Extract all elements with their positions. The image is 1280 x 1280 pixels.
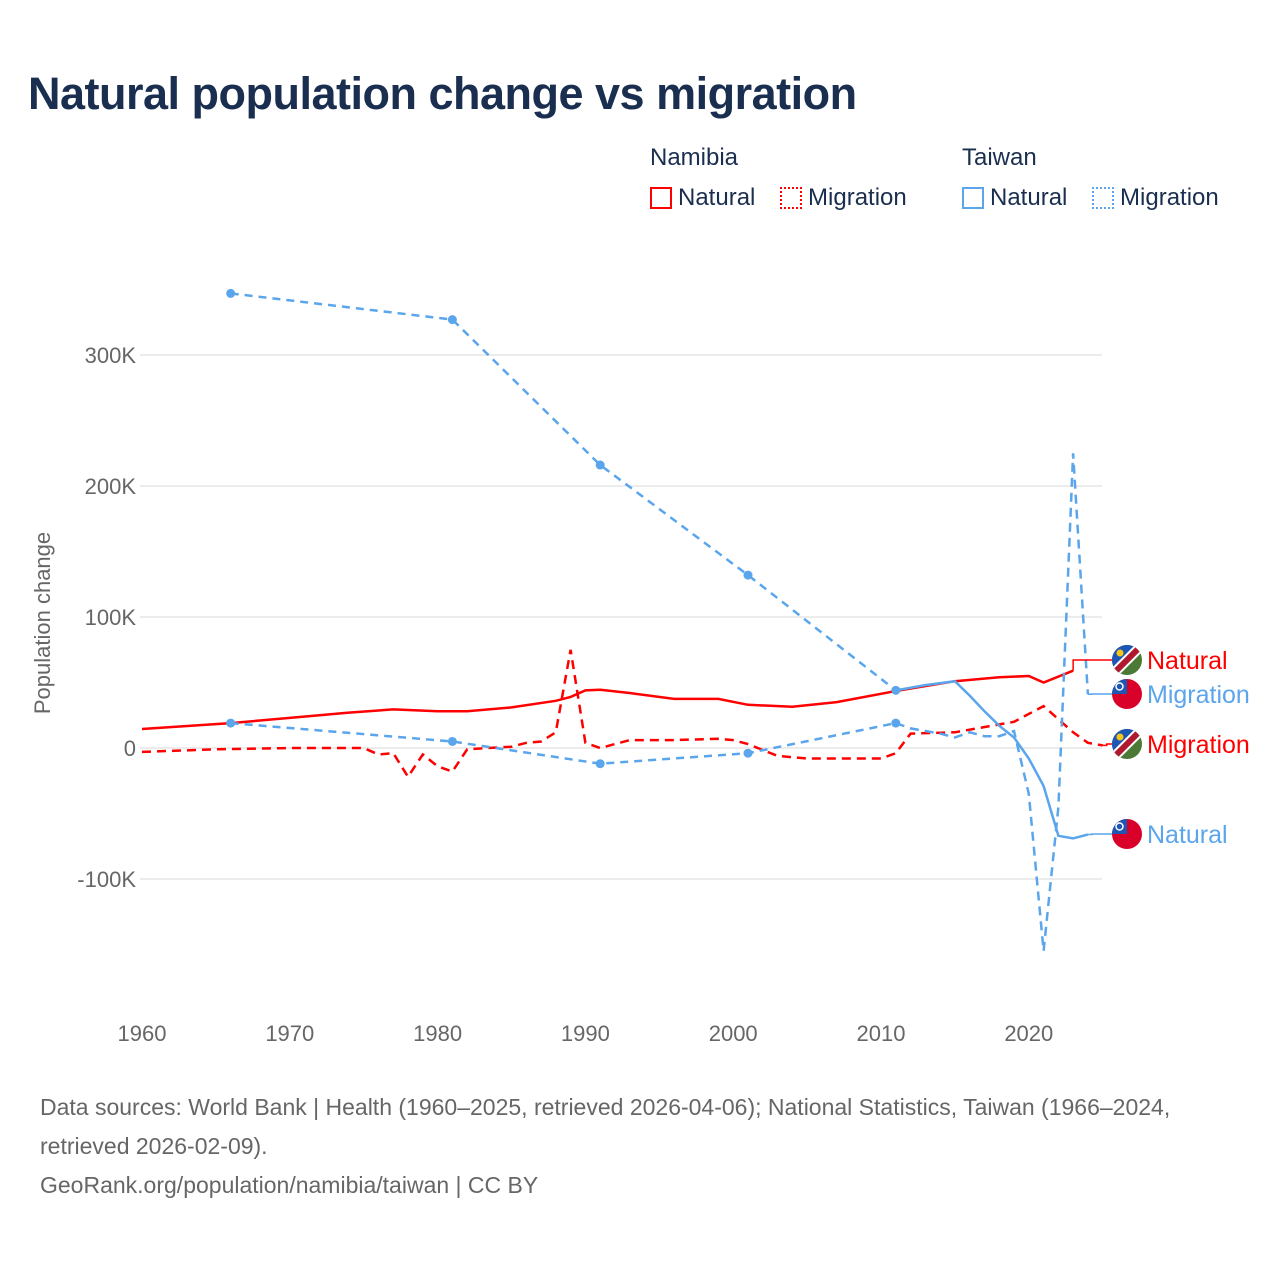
chart-plot: Population change 300K 200K 100K 0 -100K 1960… xyxy=(30,288,1250,1046)
solid-swatch-icon xyxy=(962,187,984,209)
x-tick-label: 2000 xyxy=(709,1021,758,1046)
chart-title: Natural population change vs migration xyxy=(28,68,857,119)
footer: Data sources: World Bank | Health (1960–… xyxy=(40,1088,1250,1205)
namibia-flag-icon xyxy=(1112,729,1142,759)
legend-group-namibia: Namibia Natural Migration xyxy=(650,144,925,216)
series-line-taiwan-natural xyxy=(895,679,1089,840)
end-label-namibia-migration: Migration xyxy=(1147,731,1250,759)
data-point-taiwan-migration xyxy=(447,736,457,746)
y-tick-label: 0 xyxy=(124,736,136,761)
legend-item-taiwan-migration[interactable]: Migration xyxy=(1092,184,1219,212)
data-point-taiwan-migration xyxy=(226,718,236,728)
data-point-taiwan-natural xyxy=(891,685,901,695)
dotted-swatch-icon xyxy=(1092,187,1115,209)
y-tick-label: 100K xyxy=(85,605,137,630)
data-point-taiwan-natural xyxy=(447,315,457,325)
series-line-namibia-migration xyxy=(141,649,1103,780)
data-point-taiwan-migration xyxy=(891,718,901,728)
x-tick-label: 1980 xyxy=(413,1021,462,1046)
legend-item-namibia-migration[interactable]: Migration xyxy=(780,184,907,212)
end-label-taiwan-migration: Migration xyxy=(1147,681,1250,709)
series-line-taiwan-migration xyxy=(895,453,1090,952)
y-tick-label: 200K xyxy=(85,474,137,499)
namibia-flag-icon xyxy=(1112,645,1142,675)
series-line-namibia-natural xyxy=(141,669,1074,731)
series-line-taiwan-natural-sparse xyxy=(230,292,897,692)
data-point-taiwan-migration xyxy=(595,759,605,769)
end-label-namibia-natural: Natural xyxy=(1147,647,1228,675)
legend-label: Natural xyxy=(678,184,756,211)
legend-group-taiwan: Taiwan Natural Migration xyxy=(962,144,1219,216)
legend-item-taiwan-natural[interactable]: Natural xyxy=(962,184,1067,212)
y-axis-label: Population change xyxy=(30,532,55,714)
legend-label: Migration xyxy=(808,184,907,211)
legend-label: Migration xyxy=(1120,184,1219,211)
data-point-taiwan-natural xyxy=(226,288,236,298)
taiwan-flag-icon xyxy=(1112,679,1142,709)
data-point-taiwan-natural xyxy=(595,460,605,470)
data-sources: Data sources: World Bank | Health (1960–… xyxy=(40,1094,1171,1159)
legend-group-title: Taiwan xyxy=(962,144,1037,171)
label-leader-line xyxy=(1102,743,1113,747)
x-tick-label: 2020 xyxy=(1004,1021,1053,1046)
label-leader-line xyxy=(1072,659,1113,671)
x-tick-label: 1960 xyxy=(118,1021,167,1046)
data-point-taiwan-natural xyxy=(743,570,753,580)
legend-label: Natural xyxy=(990,184,1068,211)
y-tick-label: 300K xyxy=(85,343,137,368)
credit-link[interactable]: GeoRank.org/population/namibia/taiwan | … xyxy=(40,1172,539,1198)
series-line-taiwan-migration-sparse xyxy=(230,721,897,765)
x-tick-label: 1970 xyxy=(265,1021,314,1046)
x-tick-label: 2010 xyxy=(857,1021,906,1046)
x-tick-label: 1990 xyxy=(561,1021,610,1046)
y-tick-label: -100K xyxy=(77,867,136,892)
legend-item-namibia-natural[interactable]: Natural xyxy=(650,184,755,212)
solid-swatch-icon xyxy=(650,187,672,209)
legend-group-title: Namibia xyxy=(650,144,739,171)
taiwan-flag-icon xyxy=(1112,819,1142,849)
data-point-taiwan-migration xyxy=(743,748,753,758)
end-label-taiwan-natural: Natural xyxy=(1147,821,1228,849)
dotted-swatch-icon xyxy=(780,187,803,209)
